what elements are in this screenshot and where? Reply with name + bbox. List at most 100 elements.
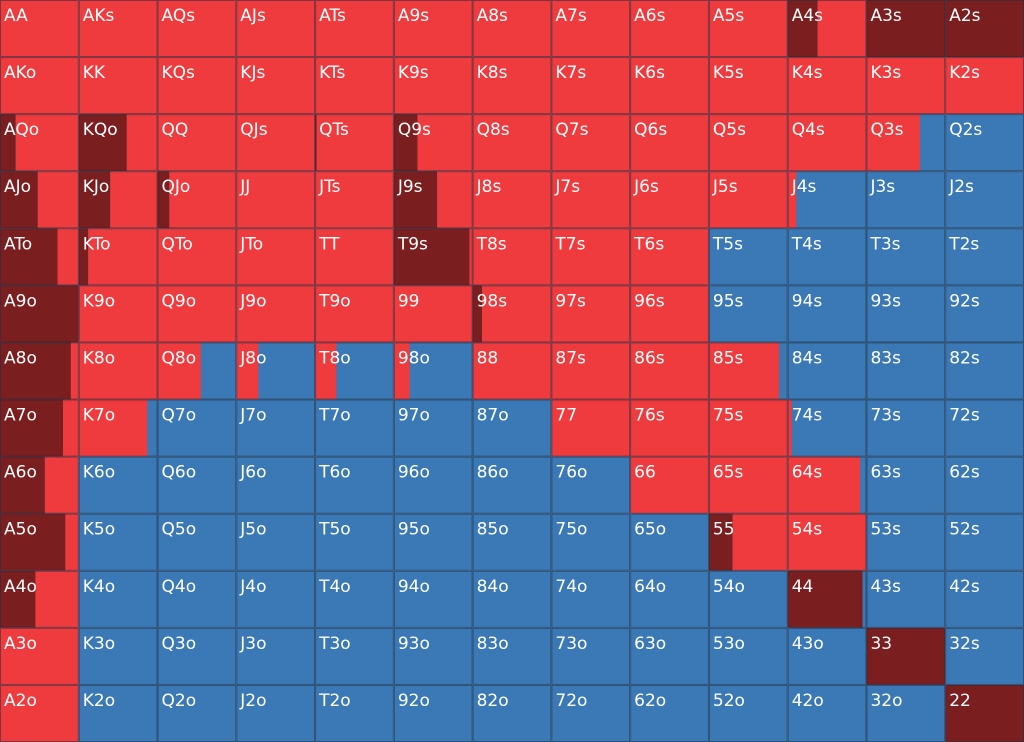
cell-border — [472, 285, 552, 343]
hand-label: 97s — [555, 291, 586, 311]
red-segment — [316, 114, 394, 172]
cell-border — [708, 228, 788, 286]
hand-label: A5o — [4, 520, 37, 540]
cell-border — [236, 0, 316, 58]
cell-border — [157, 399, 237, 457]
red-segment — [157, 0, 237, 58]
dark-segment — [393, 114, 418, 172]
red-segment — [630, 342, 709, 400]
red-segment — [630, 399, 709, 457]
red-segment — [393, 57, 473, 115]
hand-cell: 93s — [866, 285, 946, 343]
cell-border — [157, 627, 237, 685]
cell-background — [315, 399, 394, 457]
hand-label: 22 — [949, 691, 971, 711]
hand-cell: TT — [315, 228, 394, 286]
hand-cell: AJs — [236, 0, 316, 58]
hand-label: 65s — [713, 463, 744, 483]
hand-label: AQs — [162, 6, 196, 26]
dark-segment — [866, 0, 946, 58]
red-segment — [417, 114, 473, 172]
cell-border — [157, 570, 237, 628]
dark-segment — [0, 171, 38, 229]
hand-label: J2s — [948, 177, 974, 197]
hand-cell: 42o — [787, 684, 867, 742]
hand-cell: 96s — [630, 285, 709, 343]
hand-label: QTo — [162, 234, 193, 254]
hand-label: J9s — [397, 177, 423, 197]
cell-border — [472, 114, 552, 172]
hand-label: A3s — [870, 6, 901, 26]
hand-label: 87s — [555, 348, 586, 368]
hand-label: J8o — [239, 348, 266, 368]
cell-background — [393, 399, 473, 457]
hand-cell: 54s — [787, 513, 867, 571]
hand-label: KJs — [240, 63, 265, 83]
hand-label: A2s — [949, 6, 980, 26]
hand-label: 84s — [792, 348, 823, 368]
red-segment — [708, 57, 788, 115]
hand-label: K7s — [555, 63, 586, 83]
hand-cell: K8s — [472, 57, 552, 115]
cell-background — [315, 570, 394, 628]
hand-label: 43o — [792, 634, 824, 654]
hand-label: K8s — [477, 63, 508, 83]
hand-cell: 95s — [708, 285, 788, 343]
hand-cell: Q3s — [866, 114, 946, 172]
cell-border — [787, 57, 867, 115]
dark-segment — [0, 399, 64, 457]
hand-label: K2o — [83, 691, 115, 711]
hand-cell: 84s — [787, 342, 867, 400]
hand-cell: 87o — [472, 399, 552, 457]
hand-cell: T6o — [315, 456, 394, 514]
hand-label: Q6s — [634, 120, 667, 140]
cell-background — [78, 627, 158, 685]
cell-background — [787, 684, 867, 742]
hand-cell: K4s — [787, 57, 867, 115]
hand-cell: T9o — [315, 285, 394, 343]
hand-cell: 54o — [708, 570, 788, 628]
cell-border — [157, 228, 237, 286]
hand-label: KQo — [83, 120, 118, 140]
cell-background — [472, 627, 552, 685]
red-segment — [236, 0, 316, 58]
hand-cell: 52s — [945, 513, 1024, 571]
red-segment — [78, 0, 158, 58]
cell-border — [708, 513, 788, 571]
cell-border — [236, 285, 316, 343]
hand-cell: 72o — [551, 684, 631, 742]
hand-label: J6s — [633, 177, 659, 197]
hand-cell: 66 — [630, 456, 709, 514]
dark-segment — [787, 570, 863, 628]
cell-border — [472, 570, 552, 628]
hand-cell: Q8o — [157, 342, 237, 400]
hand-label: 66 — [634, 463, 656, 483]
hand-label: 95o — [398, 520, 430, 540]
dark-segment — [78, 171, 111, 229]
cell-border — [236, 570, 316, 628]
hand-label: A5s — [713, 6, 744, 26]
cell-border — [393, 513, 473, 571]
red-segment — [630, 456, 709, 514]
hand-label: AJs — [240, 6, 266, 26]
red-segment — [787, 57, 867, 115]
cell-border — [0, 228, 79, 286]
hand-label: K5o — [83, 520, 115, 540]
cell-border — [0, 399, 79, 457]
red-segment — [866, 57, 946, 115]
hand-label: T3o — [318, 634, 351, 654]
cell-border — [157, 513, 237, 571]
cell-border — [551, 627, 631, 685]
cell-border — [315, 228, 394, 286]
cell-border — [787, 456, 867, 514]
hand-cell: 85s — [708, 342, 788, 400]
cell-background — [236, 570, 316, 628]
cell-background — [945, 342, 1024, 400]
cell-background — [787, 285, 867, 343]
cell-border — [0, 114, 79, 172]
cell-background — [945, 513, 1024, 571]
cell-background — [236, 627, 316, 685]
hand-cell: T4o — [315, 570, 394, 628]
hand-cell: A5o — [0, 513, 79, 571]
hand-cell: 92s — [945, 285, 1024, 343]
